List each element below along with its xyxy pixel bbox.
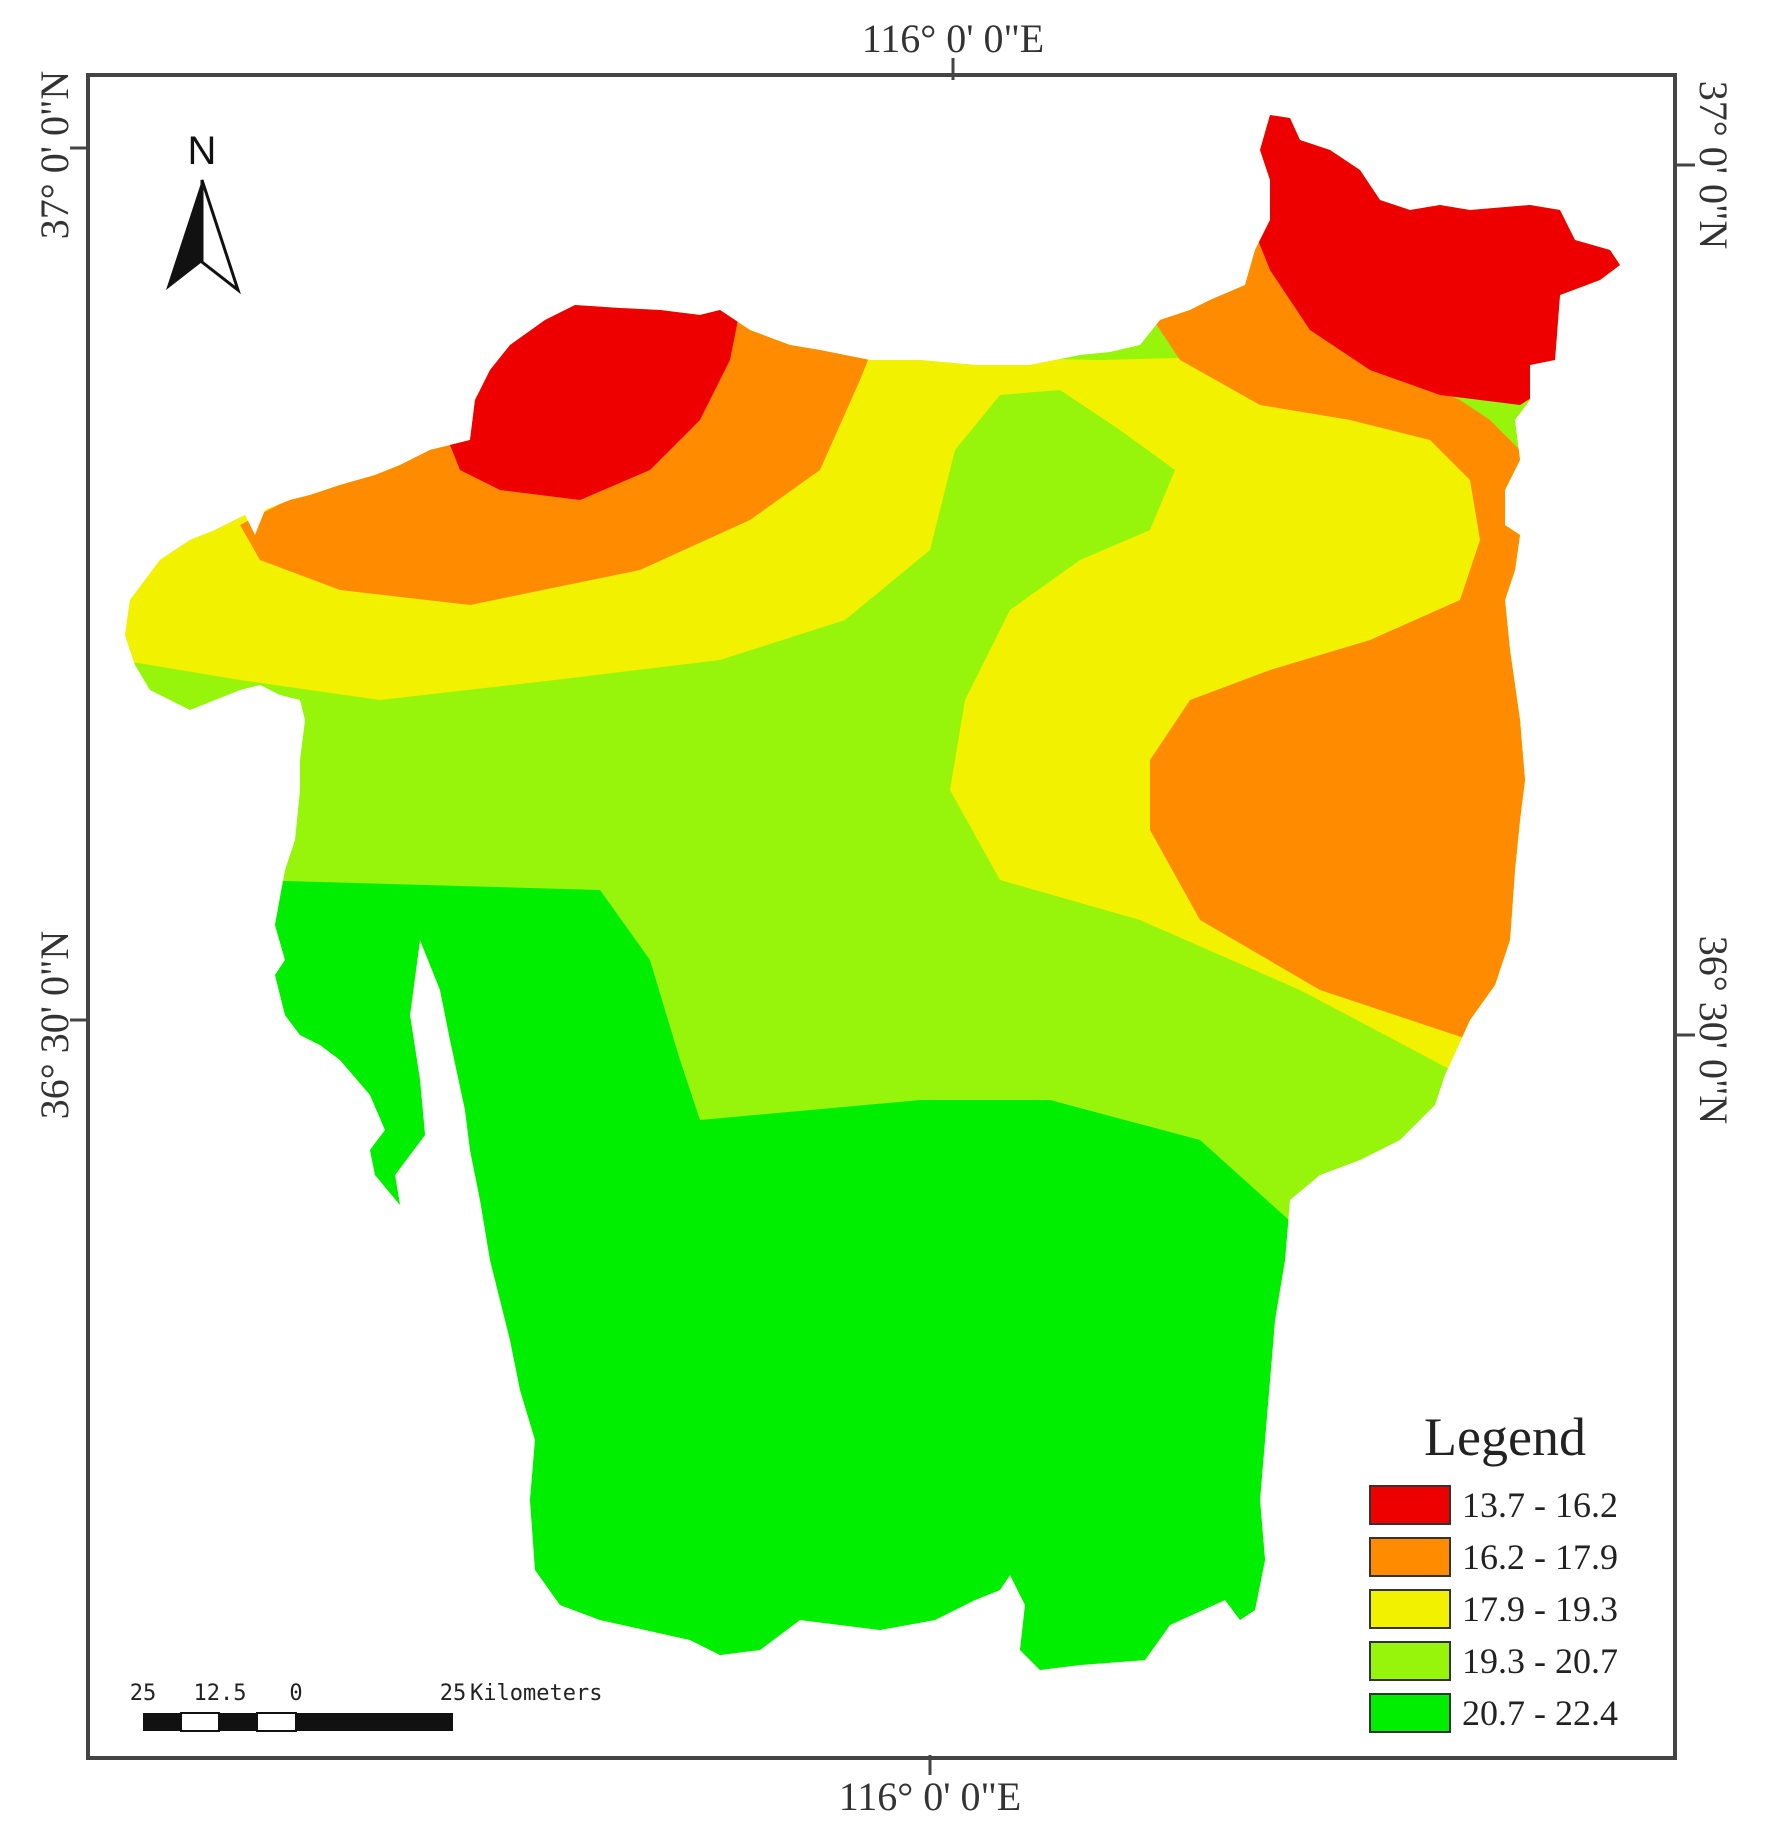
scale-unit-label: Kilometers	[470, 1681, 602, 1706]
north-arrow-letter: N	[188, 129, 217, 173]
legend-swatch-0	[1369, 1485, 1451, 1525]
coord-top-label: 116° 0' 0"E	[862, 16, 1044, 61]
zone-16.2-17.9-east	[1140, 220, 1540, 1060]
coord-bottom-label: 116° 0' 0"E	[839, 1774, 1021, 1819]
coord-right-lower-label: 36° 30' 0"N	[1691, 936, 1736, 1124]
legend-label-1: 16.2 - 17.9	[1462, 1537, 1618, 1577]
coord-right-upper-label: 37° 0' 0"N	[1691, 81, 1736, 249]
north-arrow: N	[166, 129, 241, 295]
coord-left-lower-label: 36° 30' 0"N	[32, 931, 77, 1119]
legend-swatch-2	[1369, 1589, 1451, 1629]
scale-segment-3	[219, 1713, 257, 1731]
legend-swatch-4	[1369, 1693, 1451, 1733]
legend-label-3: 19.3 - 20.7	[1462, 1641, 1618, 1681]
zone-13.7-16.2-west	[440, 300, 740, 500]
scale-segment-4	[256, 1712, 297, 1732]
legend-items: 13.7 - 16.2 16.2 - 17.9 17.9 - 19.3 19.3 - …	[1369, 1485, 1618, 1733]
scale-bar: 25 12.5 0 25 Kilometers	[130, 1681, 602, 1732]
scale-segment-5	[296, 1713, 453, 1731]
graticule-ticks	[70, 58, 1695, 1775]
scale-label-25-right: 25	[440, 1681, 467, 1706]
legend: Legend 13.7 - 16.2 16.2 - 17.9 17.9 - 19.3…	[1369, 1407, 1618, 1733]
scale-label-25-left: 25	[130, 1681, 157, 1706]
legend-swatch-1	[1369, 1537, 1451, 1577]
north-arrow-icon	[166, 179, 241, 295]
legend-label-0: 13.7 - 16.2	[1462, 1485, 1618, 1525]
coord-left-upper-label: 37° 0' 0"N	[32, 71, 77, 239]
legend-label-2: 17.9 - 19.3	[1462, 1589, 1618, 1629]
legend-label-4: 20.7 - 22.4	[1462, 1693, 1618, 1733]
legend-swatch-3	[1369, 1641, 1451, 1681]
legend-title: Legend	[1424, 1407, 1586, 1467]
scale-segment-2	[180, 1712, 220, 1732]
scale-segment-1	[143, 1713, 181, 1731]
scale-label-0: 0	[289, 1681, 302, 1706]
scale-label-12.5: 12.5	[194, 1681, 247, 1706]
